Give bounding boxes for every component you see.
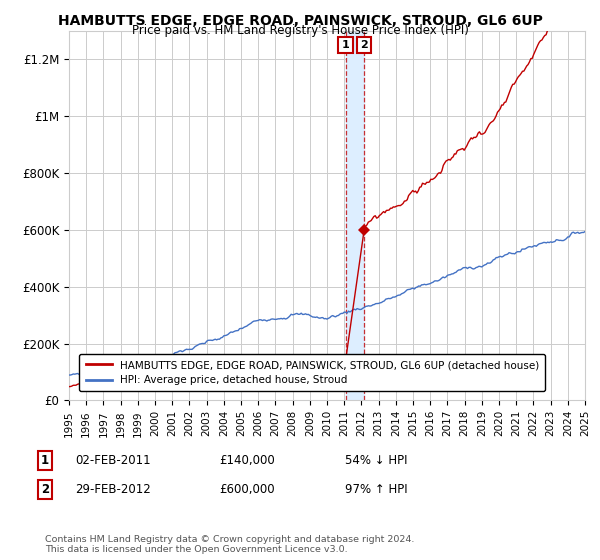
Text: HAMBUTTS EDGE, EDGE ROAD, PAINSWICK, STROUD, GL6 6UP: HAMBUTTS EDGE, EDGE ROAD, PAINSWICK, STR… bbox=[58, 14, 542, 28]
Bar bbox=[346, 31, 364, 400]
Legend: HAMBUTTS EDGE, EDGE ROAD, PAINSWICK, STROUD, GL6 6UP (detached house), HPI: Aver: HAMBUTTS EDGE, EDGE ROAD, PAINSWICK, STR… bbox=[79, 354, 545, 391]
Text: 02-FEB-2011: 02-FEB-2011 bbox=[75, 454, 151, 467]
Text: 97% ↑ HPI: 97% ↑ HPI bbox=[345, 483, 407, 496]
Text: 1: 1 bbox=[41, 454, 49, 467]
Text: £140,000: £140,000 bbox=[219, 454, 275, 467]
Text: Price paid vs. HM Land Registry's House Price Index (HPI): Price paid vs. HM Land Registry's House … bbox=[131, 24, 469, 37]
Text: 1: 1 bbox=[342, 40, 349, 50]
Text: 2: 2 bbox=[360, 40, 368, 50]
Text: 2: 2 bbox=[41, 483, 49, 496]
Text: Contains HM Land Registry data © Crown copyright and database right 2024.
This d: Contains HM Land Registry data © Crown c… bbox=[45, 535, 415, 554]
Text: 54% ↓ HPI: 54% ↓ HPI bbox=[345, 454, 407, 467]
Text: £600,000: £600,000 bbox=[219, 483, 275, 496]
Text: 29-FEB-2012: 29-FEB-2012 bbox=[75, 483, 151, 496]
